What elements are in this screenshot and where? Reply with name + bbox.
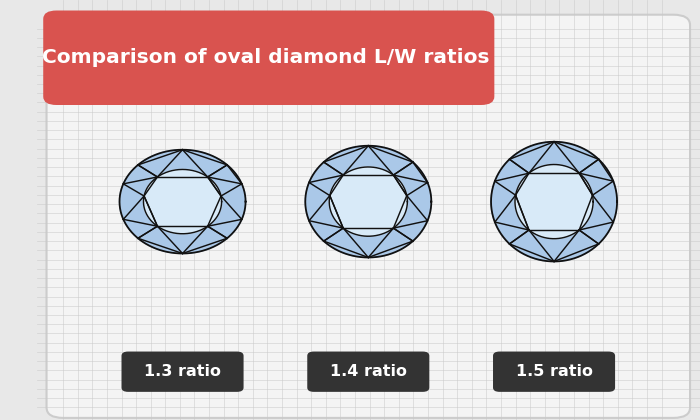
- FancyBboxPatch shape: [122, 352, 244, 392]
- Text: 1.5 ratio: 1.5 ratio: [515, 364, 592, 379]
- FancyBboxPatch shape: [493, 352, 615, 392]
- FancyBboxPatch shape: [307, 352, 429, 392]
- Polygon shape: [329, 167, 407, 236]
- Polygon shape: [515, 165, 593, 239]
- Polygon shape: [120, 150, 246, 253]
- Text: Comparison of oval diamond L/W ratios: Comparison of oval diamond L/W ratios: [42, 48, 489, 68]
- Polygon shape: [144, 169, 222, 234]
- Text: 1.3 ratio: 1.3 ratio: [144, 364, 221, 379]
- Text: 1.4 ratio: 1.4 ratio: [330, 364, 407, 379]
- Polygon shape: [491, 142, 617, 261]
- FancyBboxPatch shape: [46, 15, 690, 418]
- Polygon shape: [305, 146, 431, 257]
- FancyBboxPatch shape: [43, 10, 494, 105]
